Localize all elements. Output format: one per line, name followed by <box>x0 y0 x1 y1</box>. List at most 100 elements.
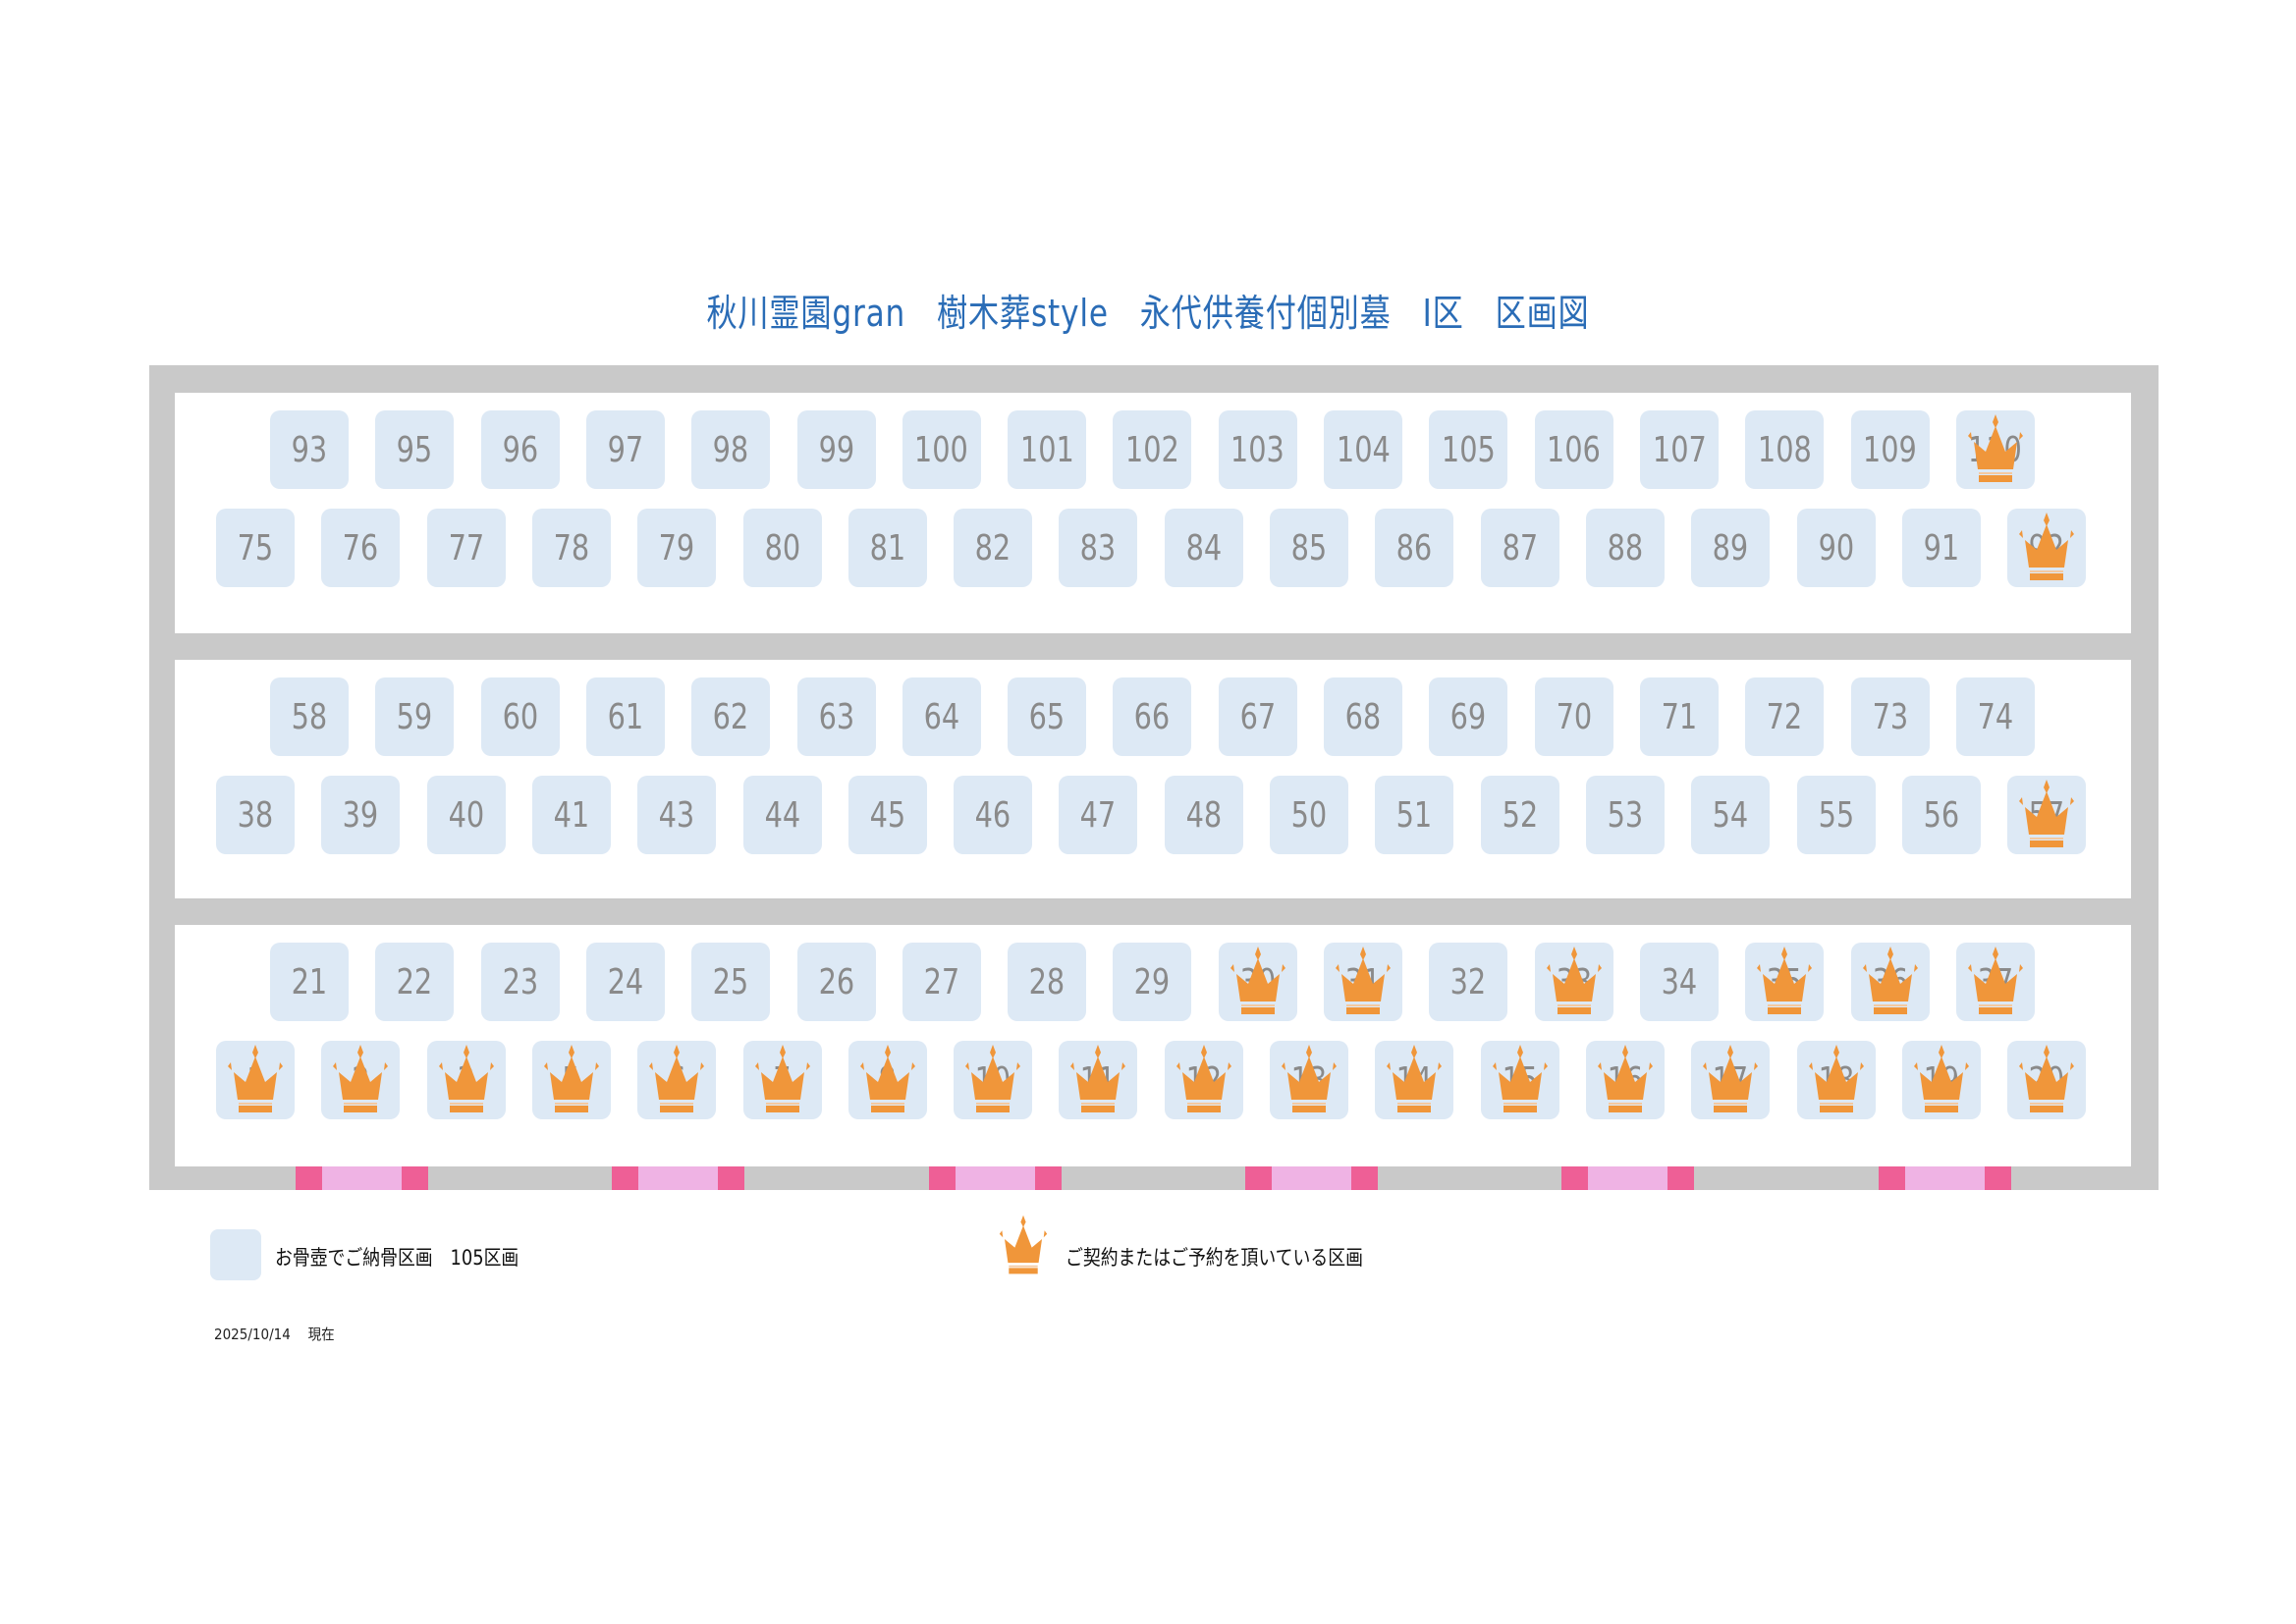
plot-slot-available: 75 <box>216 509 295 587</box>
plot-number: 38 <box>237 794 274 836</box>
plot-number: 71 <box>1661 696 1698 737</box>
plot-number: 60 <box>502 696 538 737</box>
plot-number: 32 <box>1449 961 1487 1002</box>
plot-number: 63 <box>818 696 854 737</box>
plot-slot-available: 85 <box>1270 509 1348 587</box>
crown-icon <box>1862 947 1918 1014</box>
plot-slot-available: 63 <box>796 677 876 756</box>
crown-icon <box>999 1215 1048 1274</box>
plot-slot-available: 65 <box>1008 677 1087 756</box>
crown-icon <box>1757 947 1813 1014</box>
crown-icon <box>438 1045 494 1112</box>
plot-slot-available: 58 <box>270 677 349 756</box>
plot-number: 109 <box>1863 429 1917 470</box>
plot-slot-reserved: 92 <box>2007 509 2087 587</box>
entrance-gate <box>296 1166 428 1190</box>
plot-slot-available: 29 <box>1113 943 1192 1021</box>
plot-number: 105 <box>1441 429 1496 470</box>
plot-slot-available: 62 <box>691 677 771 756</box>
plot-slot-available: 73 <box>1850 677 1930 756</box>
crown-icon <box>1967 414 2023 482</box>
plot-slot-available: 44 <box>742 776 822 854</box>
crown-icon <box>1175 1045 1231 1112</box>
plot-number: 83 <box>1080 527 1117 568</box>
plot-slot-available: 74 <box>1955 677 2035 756</box>
plot-number: 47 <box>1080 794 1117 836</box>
plot-number: 56 <box>1923 794 1960 836</box>
section-panel-3: 21222324252627282930 31 3233 3435 36 37 … <box>175 925 2131 1166</box>
plot-number: 40 <box>448 794 484 836</box>
plot-slot-available: 28 <box>1008 943 1087 1021</box>
plot-number: 41 <box>553 794 590 836</box>
plot-slot-reserved: 7 <box>742 1041 822 1119</box>
legend-available-swatch <box>210 1229 261 1280</box>
plot-slot-reserved: 12 <box>1164 1041 1243 1119</box>
plot-number: 98 <box>712 429 749 470</box>
plot-slot-available: 81 <box>847 509 927 587</box>
plot-number: 21 <box>291 961 328 1002</box>
plot-slot-available: 38 <box>216 776 295 854</box>
crown-icon <box>1230 947 1285 1014</box>
plot-slot-available: 25 <box>691 943 771 1021</box>
plot-number: 103 <box>1230 429 1285 470</box>
crown-icon <box>649 1045 705 1112</box>
plot-slot-available: 56 <box>1901 776 1981 854</box>
plot-slot-reserved: 16 <box>1585 1041 1665 1119</box>
crown-icon <box>1808 1045 1864 1112</box>
plot-slot-available: 99 <box>796 410 876 489</box>
plot-number: 24 <box>607 961 644 1002</box>
plot-number: 44 <box>764 794 800 836</box>
plot-number: 85 <box>1290 527 1328 568</box>
plot-slot-reserved: 6 <box>637 1041 717 1119</box>
plot-number: 97 <box>607 429 644 470</box>
entrance-gate <box>1879 1166 2011 1190</box>
plot-number: 68 <box>1344 696 1382 737</box>
plot-slot-reserved: 37 <box>1955 943 2035 1021</box>
plot-number: 100 <box>914 429 969 470</box>
plot-slot-reserved: 36 <box>1850 943 1930 1021</box>
plot-slot-available: 97 <box>585 410 665 489</box>
plot-slot-available: 107 <box>1639 410 1719 489</box>
plot-number: 96 <box>502 429 538 470</box>
plot-slot-reserved: 19 <box>1901 1041 1981 1119</box>
plot-slot-available: 40 <box>426 776 506 854</box>
site-map-frame: 93 95 96 97 98 99 100 101 102 103 104 105 106 107 108 1… <box>149 365 2159 1190</box>
plot-slot-available: 100 <box>902 410 981 489</box>
entrance-gate <box>1561 1166 1694 1190</box>
crown-icon <box>1492 1045 1548 1112</box>
plot-slot-available: 83 <box>1059 509 1138 587</box>
plot-slot-available: 84 <box>1164 509 1243 587</box>
crown-icon <box>754 1045 810 1112</box>
plot-slot-available: 98 <box>691 410 771 489</box>
plot-slot-available: 43 <box>637 776 717 854</box>
plot-slot-available: 101 <box>1008 410 1087 489</box>
plot-slot-available: 89 <box>1691 509 1771 587</box>
crown-icon <box>1967 947 2023 1014</box>
plot-number: 39 <box>342 794 379 836</box>
plot-number: 77 <box>448 527 484 568</box>
plot-slot-reserved: 30 <box>1218 943 1297 1021</box>
plot-slot-available: 27 <box>902 943 981 1021</box>
plot-number: 46 <box>974 794 1011 836</box>
entrance-gate <box>612 1166 744 1190</box>
plot-slot-reserved: 8 <box>847 1041 927 1119</box>
plot-number: 26 <box>818 961 854 1002</box>
plot-number: 78 <box>553 527 590 568</box>
plot-number: 86 <box>1395 527 1433 568</box>
plot-slot-available: 67 <box>1218 677 1297 756</box>
plot-number: 67 <box>1239 696 1277 737</box>
plot-slot-available: 109 <box>1850 410 1930 489</box>
plot-slot-available: 55 <box>1796 776 1876 854</box>
plot-number: 90 <box>1818 527 1854 568</box>
plot-number: 55 <box>1818 794 1854 836</box>
plot-number: 69 <box>1449 696 1487 737</box>
plot-number: 64 <box>923 696 960 737</box>
plot-slot-available: 70 <box>1534 677 1613 756</box>
plot-slot-available: 41 <box>531 776 611 854</box>
plot-number: 43 <box>658 794 695 836</box>
plot-slot-available: 45 <box>847 776 927 854</box>
plot-number: 87 <box>1502 527 1538 568</box>
plot-slot-available: 59 <box>375 677 455 756</box>
plot-number: 102 <box>1124 429 1179 470</box>
plot-slot-available: 39 <box>321 776 401 854</box>
